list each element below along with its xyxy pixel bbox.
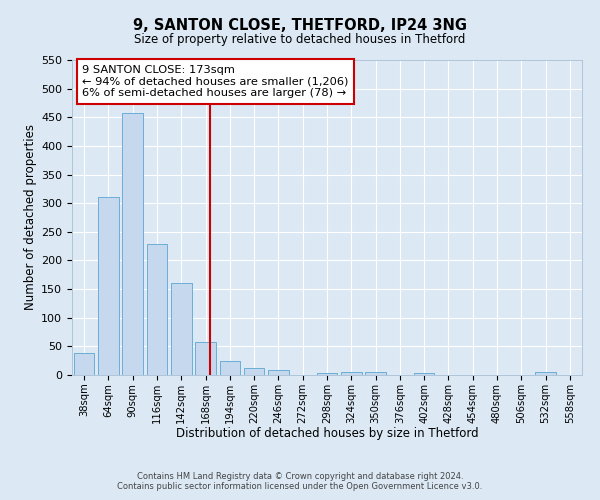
Bar <box>74 353 94 375</box>
Bar <box>341 372 362 375</box>
Bar <box>171 284 191 375</box>
Text: Size of property relative to detached houses in Thetford: Size of property relative to detached ho… <box>134 32 466 46</box>
Bar <box>220 360 240 375</box>
Bar <box>244 368 265 375</box>
Bar <box>195 342 216 375</box>
Bar <box>268 370 289 375</box>
X-axis label: Distribution of detached houses by size in Thetford: Distribution of detached houses by size … <box>176 427 478 440</box>
Bar <box>98 198 119 375</box>
Bar <box>146 244 167 375</box>
Bar <box>317 372 337 375</box>
Text: 9, SANTON CLOSE, THETFORD, IP24 3NG: 9, SANTON CLOSE, THETFORD, IP24 3NG <box>133 18 467 32</box>
Bar <box>122 114 143 375</box>
Bar <box>365 372 386 375</box>
Bar <box>535 372 556 375</box>
Text: 9 SANTON CLOSE: 173sqm
← 94% of detached houses are smaller (1,206)
6% of semi-d: 9 SANTON CLOSE: 173sqm ← 94% of detached… <box>82 64 349 98</box>
Bar <box>414 372 434 375</box>
Y-axis label: Number of detached properties: Number of detached properties <box>24 124 37 310</box>
Text: Contains HM Land Registry data © Crown copyright and database right 2024.: Contains HM Land Registry data © Crown c… <box>137 472 463 481</box>
Text: Contains public sector information licensed under the Open Government Licence v3: Contains public sector information licen… <box>118 482 482 491</box>
